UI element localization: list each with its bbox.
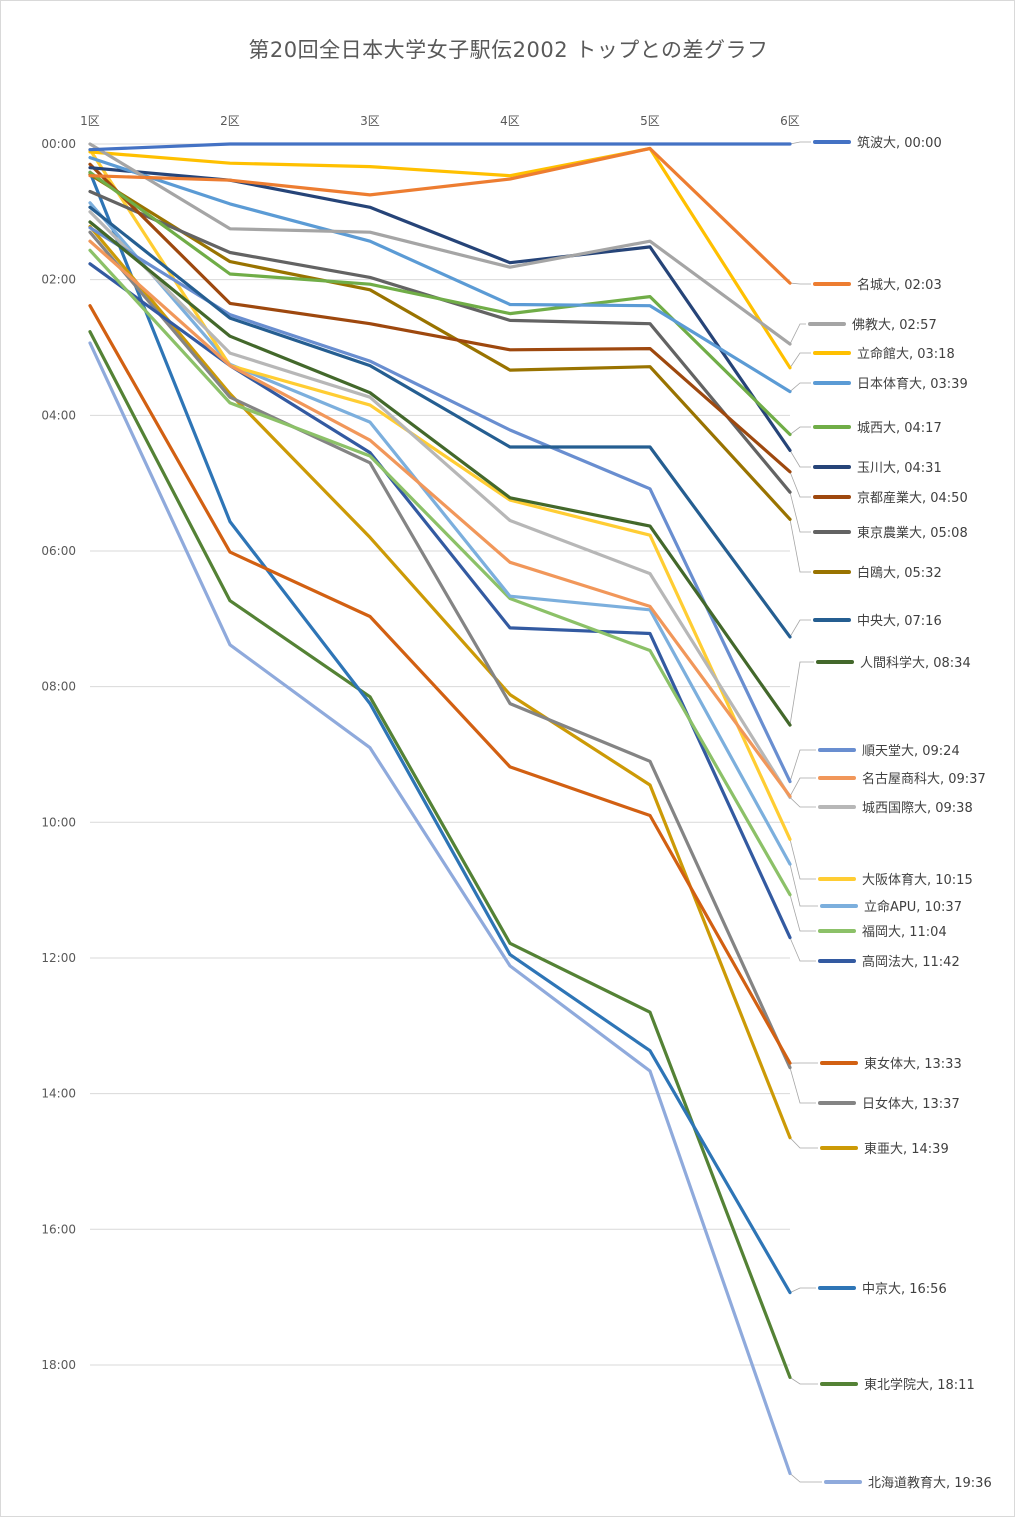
x-tick-label: 6区	[780, 114, 800, 128]
leader-line	[789, 382, 811, 392]
legend-label: 東北学院大, 18:11	[864, 1377, 975, 1393]
leader-line	[789, 797, 816, 808]
leader-line	[789, 1473, 822, 1483]
x-tick-label: 1区	[80, 114, 100, 128]
series-line-17	[88, 201, 792, 866]
legend-label: 名城大, 02:03	[857, 277, 942, 293]
legend-label: 東女体大, 13:33	[864, 1056, 962, 1072]
leader-line	[789, 282, 811, 285]
legend-label: 福岡大, 11:04	[862, 925, 947, 940]
y-tick-label: 00:00	[41, 137, 76, 151]
series-line-23	[88, 170, 792, 1295]
series-line-2	[88, 146, 792, 285]
series-line-24	[88, 330, 792, 1380]
legend-label: 日本体育大, 03:39	[857, 376, 968, 392]
y-tick-label: 12:00	[41, 951, 76, 965]
y-tick-label: 16:00	[41, 1222, 76, 1236]
series-line-5	[88, 156, 792, 394]
y-tick-label: 06:00	[41, 544, 76, 558]
series-line-15	[88, 210, 792, 800]
series-line-25	[88, 341, 792, 1476]
series-line-19	[88, 262, 792, 940]
legend-label: 玉川大, 04:31	[857, 461, 942, 476]
legend-label: 日女体大, 13:37	[862, 1096, 960, 1112]
legend-label: 北海道教育大, 19:36	[868, 1475, 992, 1491]
leader-line	[789, 1377, 818, 1385]
leader-line	[789, 749, 816, 782]
series-line-8	[88, 162, 792, 474]
series-line-4	[88, 146, 792, 370]
leader-line	[789, 937, 816, 962]
leader-line	[789, 839, 816, 880]
legend-leader-lines	[789, 141, 822, 1483]
x-axis-ticks: 1区 2区 3区 4区 5区 6区	[80, 114, 800, 128]
legend-label: 順天堂大, 09:24	[862, 744, 960, 759]
series-line-3	[88, 142, 792, 346]
leader-line	[789, 471, 811, 498]
legend-label: 大阪体育大, 10:15	[862, 872, 973, 888]
leader-line	[789, 519, 811, 573]
legend-label: 立命APU, 10:37	[864, 899, 962, 915]
leader-line	[789, 619, 811, 638]
leader-line	[789, 777, 816, 797]
series-line-1	[88, 142, 792, 152]
leader-line	[789, 661, 814, 726]
legend-label: 東亜大, 14:39	[864, 1141, 949, 1157]
y-tick-label: 08:00	[41, 680, 76, 694]
legend-label: 白鴎大, 05:32	[857, 565, 942, 581]
series-line-18	[88, 248, 792, 897]
legend-label: 京都産業大, 04:50	[857, 490, 968, 506]
leader-line	[789, 352, 811, 369]
leader-line	[789, 1287, 816, 1293]
legend-label: 名古屋商科大, 09:37	[862, 771, 986, 787]
legend-label: 筑波大, 00:00	[857, 135, 942, 151]
y-tick-label: 04:00	[41, 408, 76, 422]
series-line-10	[88, 172, 792, 521]
legend-label: 立命館大, 03:18	[857, 346, 955, 362]
legend-label: 東京農業大, 05:08	[857, 525, 968, 541]
series-line-11	[88, 205, 792, 639]
series-line-20	[88, 304, 792, 1065]
chart-title: 第20回全日本大学女子駅伝2002 トップとの差グラフ	[248, 38, 769, 62]
leader-line	[789, 141, 811, 145]
x-tick-label: 5区	[640, 114, 660, 128]
leader-line	[789, 323, 806, 345]
series-line-12	[88, 220, 792, 727]
leader-line	[789, 492, 811, 533]
legend-label: 高岡法大, 11:42	[862, 954, 960, 970]
leader-line	[789, 1137, 818, 1149]
legend-label: 人間科学大, 08:34	[860, 655, 971, 671]
x-tick-label: 3区	[360, 114, 380, 128]
y-tick-label: 18:00	[41, 1358, 76, 1372]
leader-line	[789, 426, 811, 435]
y-tick-label: 14:00	[41, 1087, 76, 1101]
leader-line	[789, 450, 811, 468]
series-lines	[88, 142, 792, 1476]
x-tick-label: 4区	[500, 114, 520, 128]
legend-label: 中央大, 07:16	[857, 614, 942, 629]
x-tick-label: 2区	[220, 114, 240, 128]
y-tick-label: 10:00	[41, 815, 76, 829]
leader-line	[789, 894, 816, 932]
legend-label: 城西大, 04:17	[857, 421, 942, 436]
y-axis-ticks: 00:00 02:00 04:00 06:00 08:00 10:00 12:00 14:00…	[41, 137, 76, 1372]
leader-line	[789, 864, 818, 907]
series-line-21	[88, 230, 792, 1070]
legend-label: 城西国際大, 09:38	[862, 801, 973, 816]
leader-line	[789, 1067, 816, 1104]
legend-label: 中京大, 16:56	[862, 1282, 947, 1297]
legend: 筑波大, 00:00 名城大, 02:03 佛教大, 02:57 立命館大, 03:1…	[808, 135, 992, 1491]
series-line-14	[88, 239, 792, 798]
y-tick-label: 02:00	[41, 273, 76, 287]
series-line-22	[88, 224, 792, 1140]
legend-label: 佛教大, 02:57	[852, 317, 937, 333]
